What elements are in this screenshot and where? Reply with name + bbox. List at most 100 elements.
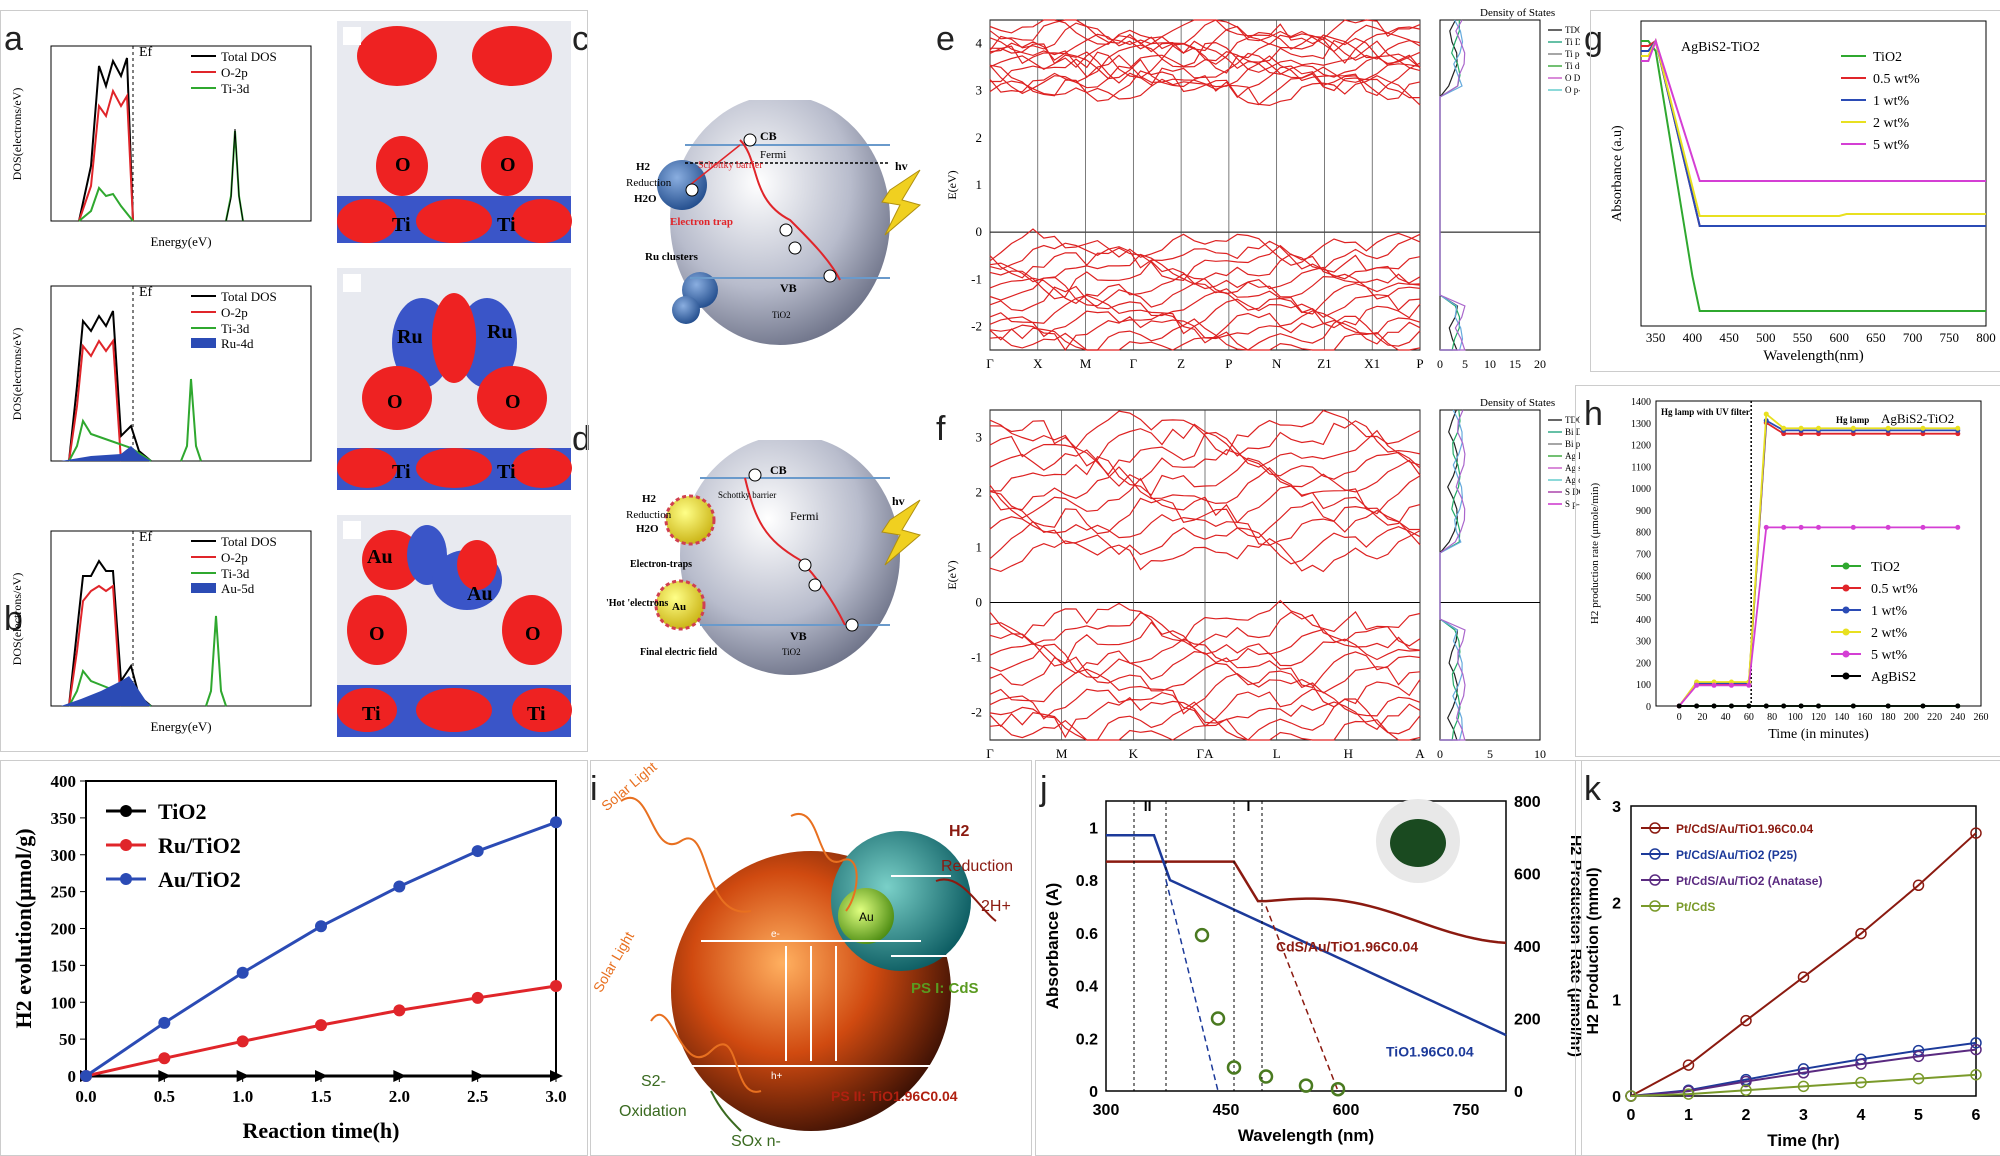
g-series-4 [1641, 37, 1986, 182]
k-xlabel: Time (hr) [1767, 1131, 1839, 1150]
b-point-2-4 [393, 880, 406, 893]
h-annot-1: Hg lamp with UV filter [1661, 407, 1750, 417]
h-xtick-7: 140 [1834, 712, 1849, 723]
map1-ti-2: Ti [497, 214, 516, 236]
b-legend-label-2: Au/TiO2 [158, 867, 241, 892]
panel-label-j: j [1040, 770, 1048, 808]
g-legend-4: 5 wt% [1873, 138, 1910, 153]
svg-e-legend-2: Ti p-states [1565, 49, 1580, 59]
g-xtick-1: 400 [1683, 330, 1703, 345]
map1-o-1: O [395, 154, 411, 176]
b-xlabel: Reaction time(h) [242, 1118, 399, 1143]
legend-1-0: Total DOS [221, 49, 277, 64]
j-ytick-3: 0.6 [1076, 926, 1098, 943]
k-series-2 [1630, 1048, 1977, 1097]
panel-label-i: i [590, 770, 598, 808]
j-ytick-4: 0.8 [1076, 873, 1098, 890]
svg-e-legend-3: Ti d-states [1565, 61, 1580, 71]
b-xtick-label-2: 1.0 [232, 1087, 253, 1106]
svg-f-dos-curve-3 [1439, 409, 1466, 741]
g-xtick-4: 550 [1793, 330, 1813, 345]
d-fermi: Fermi [790, 509, 819, 523]
panel-j: 0 0.2 0.4 0.6 0.8 1 0 200 400 600 800 300 450 600 750 W… [1035, 760, 1582, 1156]
j-y2tick-4: 800 [1514, 794, 1541, 811]
j-point-4 [1298, 1078, 1314, 1093]
svg-e-band-13 [989, 75, 1421, 107]
h-series-1 [1678, 421, 1958, 707]
svg-e-band-23 [989, 22, 1421, 64]
svg-e-band-17 [990, 51, 1421, 86]
h-point-5-2 [1711, 703, 1717, 709]
svg-f-legend-3: Ag DOS [1565, 451, 1580, 461]
k-xtick-2: 2 [1742, 1107, 1751, 1124]
k-point-2-3 [1797, 1067, 1810, 1079]
map2-o-2: O [505, 391, 521, 413]
j-xlabel: Wavelength (nm) [1238, 1126, 1374, 1145]
schematic-c: CB VB Fermi hv H2 H2O Reduction Schottky… [626, 100, 922, 345]
k-xtick-3: 3 [1799, 1107, 1808, 1124]
svg-f-band-2 [989, 696, 1421, 739]
h-point-5-12 [1955, 703, 1961, 709]
ylabel-2: DOS(electrons/eV) [10, 328, 24, 421]
svg-e-band-12 [989, 228, 1421, 266]
panel-label-f: f [936, 410, 946, 448]
b-point-2-3 [315, 920, 327, 933]
dos-plot-2: Ef Total DOS O-2p Ti-3d Ru-4d DOS(electr… [10, 285, 312, 462]
svg-f-legend-2: Bi p-orbitals [1565, 439, 1580, 449]
svg-e-band-24 [989, 19, 1421, 53]
j-point-5 [1330, 1081, 1346, 1097]
h-ytick-8: 800 [1636, 528, 1651, 539]
panel-b: 0 50 100 150 200 250 300 350 400 0.0 0.5 1.0 1.5 2.0 2… [0, 760, 588, 1156]
j-series-0 [1106, 860, 1507, 945]
b-point-1-3 [315, 1019, 327, 1032]
panel-k: 0 1 2 3 0 1 2 3 4 5 6 Time (hr) H2 Production (mmol)… [1575, 760, 2000, 1156]
k-series-3 [1630, 1073, 1977, 1097]
k-point-3-5 [1912, 1072, 1925, 1085]
i-au: Au [859, 910, 874, 924]
g-xtick-7: 700 [1903, 330, 1923, 345]
d-hv: hv [892, 494, 905, 508]
ef-label-2: Ef [139, 285, 153, 300]
svg-f-band-19 [989, 429, 1421, 476]
g-legend-1: 0.5 wt% [1873, 72, 1920, 87]
svg-f-dos-title: Density of States [1480, 397, 1555, 409]
svg-f-ytick-4: 2 [976, 485, 983, 500]
ef-label-1: Ef [139, 45, 153, 60]
svg-f-ylabel: E(eV) [945, 560, 959, 589]
g-legend-3: 2 wt% [1873, 116, 1910, 131]
svg-e-k-label-0: Γ [986, 356, 994, 371]
d-au: Au [672, 601, 686, 613]
map3-ti-2: Ti [527, 703, 546, 725]
svg-f-k-label-2: K [1129, 746, 1139, 760]
svg-f-dos-x-1: 5 [1487, 747, 1493, 760]
h-ytick-14: 1400 [1631, 397, 1651, 408]
b-ytick-label-4: 200 [51, 920, 77, 939]
map3-o-2: O [525, 623, 541, 645]
svg-f-dos-x-0: 0 [1437, 747, 1443, 760]
d-reduction: Reduction [626, 509, 672, 521]
j-xtick-2: 600 [1333, 1102, 1360, 1119]
svg-e-dos-x-2: 10 [1484, 357, 1496, 371]
h-point-4-10 [1885, 524, 1891, 530]
map2-ru-1: Ru [397, 326, 423, 348]
h-xtick-8: 160 [1857, 712, 1872, 723]
h-point-3-11 [1920, 425, 1926, 431]
panel-label-a: a [4, 20, 23, 58]
k-xtick-0: 0 [1627, 1107, 1636, 1124]
g-legend-2: 1 wt% [1873, 94, 1910, 109]
band-chart-e: Density of States Γ X M Γ Z P N Z1 X1 P -2 -1 0 1 2 3 4 E(… [945, 7, 1580, 371]
svg-e-k-label-3: Γ [1130, 356, 1138, 371]
h-legend-marker-4 [1842, 650, 1850, 658]
h-ytick-7: 700 [1636, 550, 1651, 561]
h-xtick-9: 180 [1881, 712, 1896, 723]
b-point-2-2 [236, 966, 249, 979]
h-point-5-11 [1920, 703, 1926, 709]
svg-e-legend-5: O p-states [1565, 85, 1580, 95]
k-point-0-6 [1970, 827, 1982, 839]
panel-label-b: b [4, 600, 23, 638]
b-legend-marker-1 [120, 839, 132, 851]
svg-e-k-label-1: X [1033, 356, 1043, 371]
svg-e-ytick-6: 4 [976, 36, 983, 51]
k-point-3-6 [1970, 1068, 1982, 1081]
map-2: Ru Ru O O Ti Ti [337, 268, 572, 490]
